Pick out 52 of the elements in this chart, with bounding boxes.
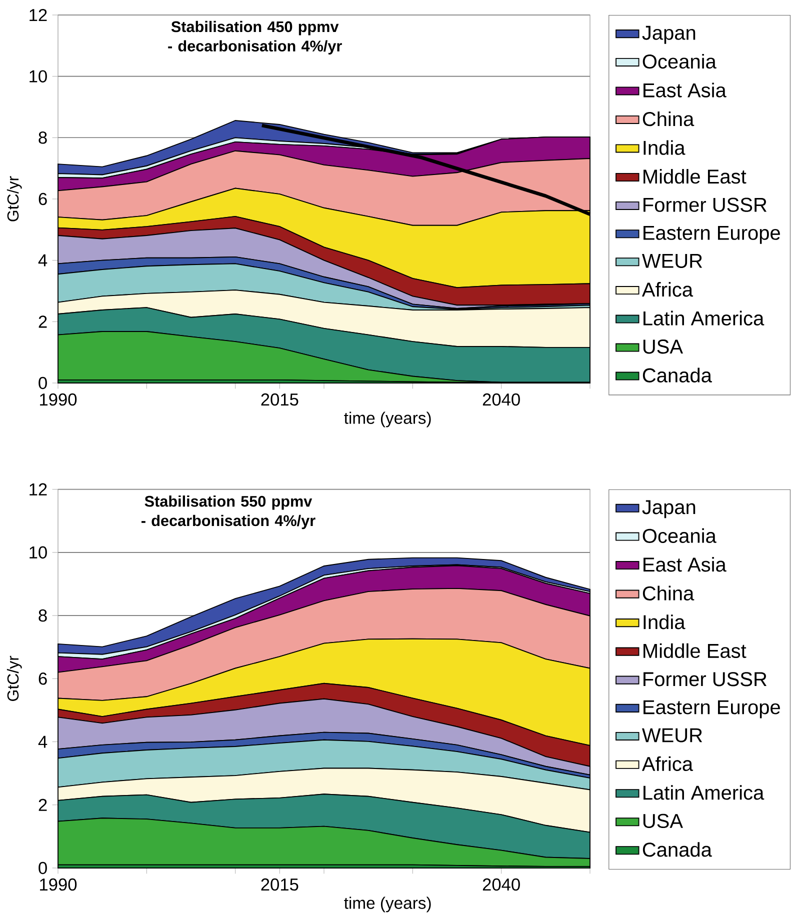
y-tick-label: 10 <box>30 70 47 82</box>
legend-label: Former USSR <box>644 672 767 686</box>
legend-label: Canada <box>642 842 712 857</box>
text: Stabilisation 550 ppmv - decarbonisation 4%/yr <box>142 496 316 530</box>
y-tick-label: 6 <box>38 672 47 685</box>
y-axis-title: GtC/yr <box>6 656 22 701</box>
legend-label: Middle East <box>644 168 746 184</box>
x-tick-label: 2040 <box>482 393 520 406</box>
legend-label: China <box>642 586 694 600</box>
legend-label: Oceania <box>642 528 716 543</box>
legend-label: USA <box>643 340 683 354</box>
x-tick-label: 2040 <box>482 878 520 891</box>
legend-label: Eastern Europe <box>644 700 780 718</box>
legend-label: East Asia <box>644 82 726 98</box>
legend-label: Latin America <box>644 785 764 800</box>
x-tick-label: 1990 <box>40 878 77 891</box>
legend-label: USA <box>643 814 683 828</box>
legend-label: China <box>642 111 694 126</box>
y-axis-title: GtC/yr <box>6 176 22 222</box>
x-tick-label: 2015 <box>261 393 298 406</box>
y-tick-label: 0 <box>38 376 47 390</box>
legend-label: Eastern Europe <box>644 226 780 244</box>
x-tick-label: 2015 <box>261 878 298 891</box>
y-tick-label: 4 <box>38 736 48 748</box>
legend-label: Africa <box>642 756 694 772</box>
y-tick-label: 2 <box>38 316 47 328</box>
x-axis-title: time (years) <box>344 896 431 912</box>
legend-label: Japan <box>642 500 696 518</box>
y-tick-label: 2 <box>38 798 47 811</box>
legend-label: Oceania <box>642 54 716 69</box>
x-tick-label: 1990 <box>40 393 77 406</box>
y-tick-label: 6 <box>38 192 47 206</box>
y-tick-label: 8 <box>38 132 47 144</box>
legend-label: WEUR <box>642 728 702 742</box>
y-tick-label: 4 <box>38 254 48 266</box>
legend-label: Latin America <box>644 310 764 326</box>
legend-label: East Asia <box>644 557 726 572</box>
legend-label: India <box>644 140 686 155</box>
y-tick-label: 10 <box>30 546 47 559</box>
y-tick-label: 12 <box>30 8 47 22</box>
legend-label: Canada <box>642 368 712 382</box>
y-tick-label: 12 <box>30 483 47 496</box>
legend-label: Former USSR <box>644 198 767 212</box>
x-axis-title: time (years) <box>344 412 431 428</box>
y-tick-label: 8 <box>38 609 47 622</box>
text: Stabilisation 450 ppmv - decarbonisation 4%/yr <box>168 20 342 55</box>
y-tick-label: 0 <box>38 862 47 874</box>
legend-label: Africa <box>642 282 694 297</box>
legend-label: India <box>644 614 686 630</box>
legend-label: WEUR <box>642 254 702 268</box>
legend-label: Middle East <box>644 643 746 658</box>
legend-label: Japan <box>642 26 696 44</box>
